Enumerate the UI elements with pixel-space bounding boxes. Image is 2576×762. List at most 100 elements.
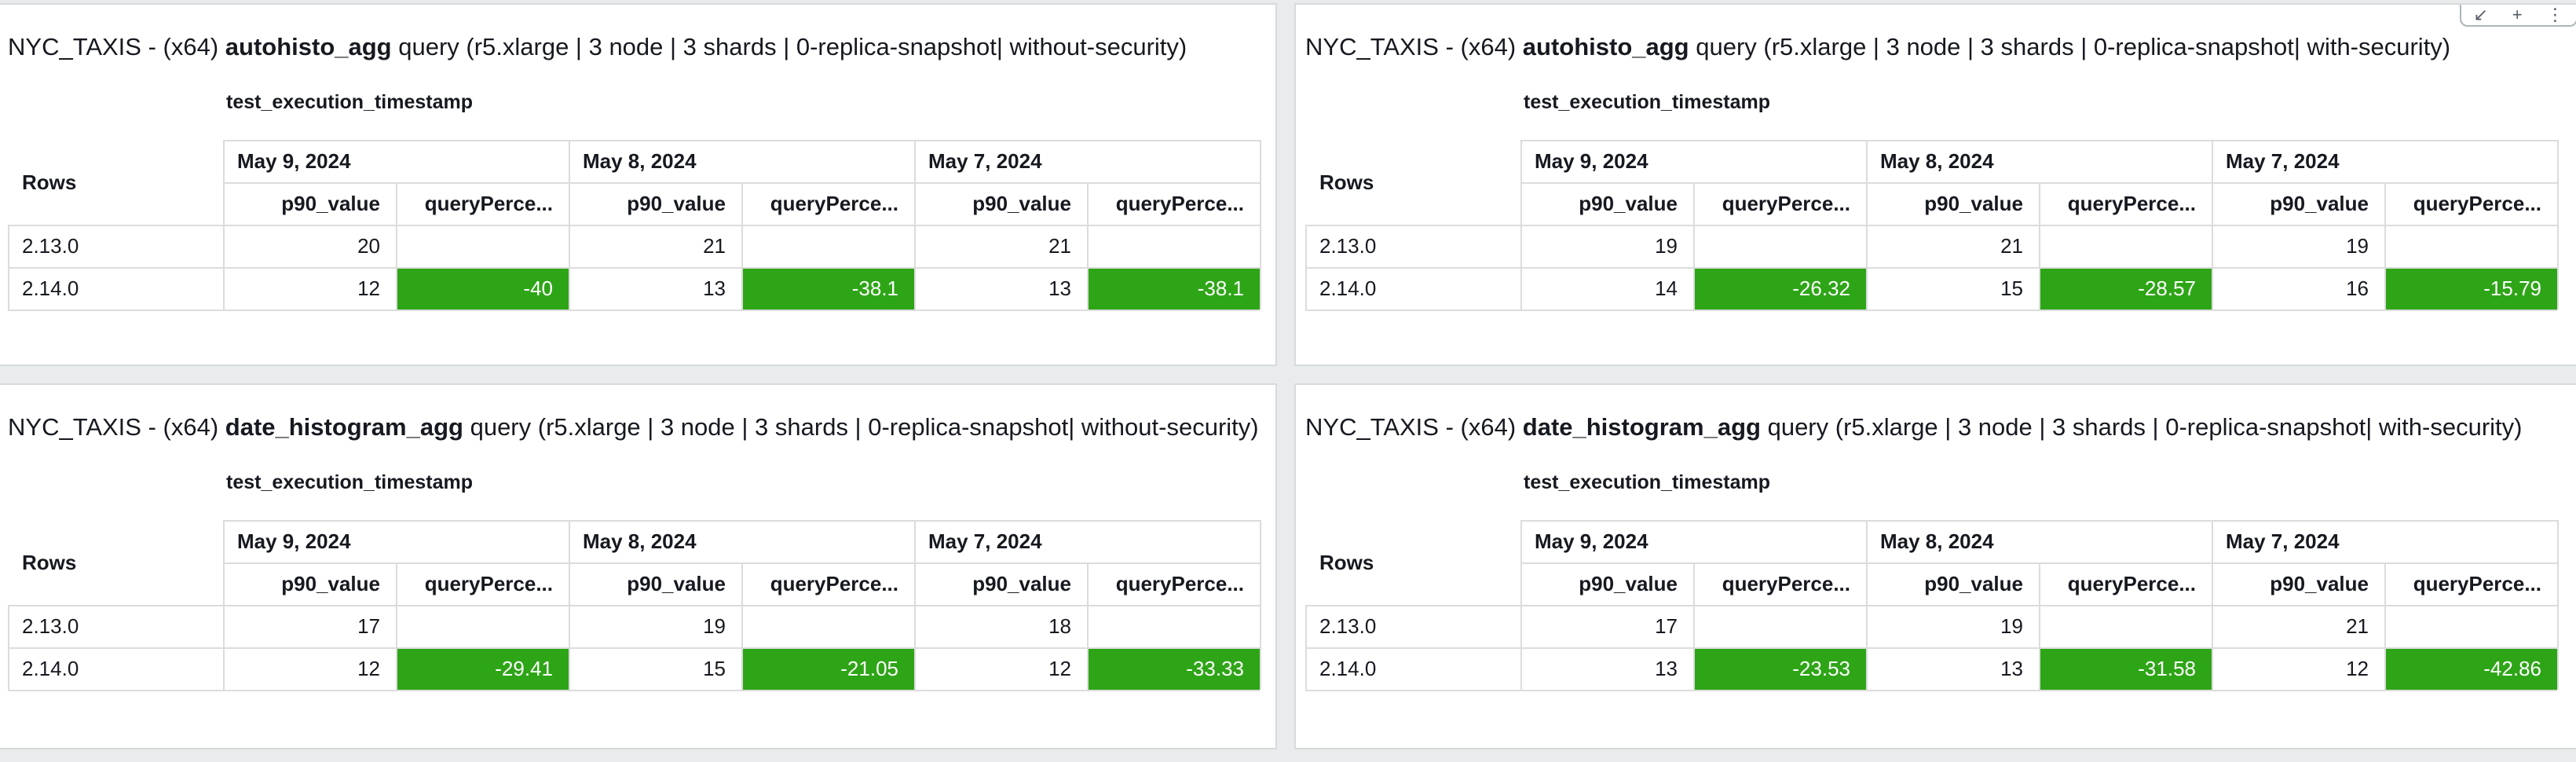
p90-value-cell[interactable]: 12: [357, 276, 380, 300]
p90-value-cell[interactable]: 13: [703, 276, 726, 300]
p90-value-header[interactable]: p90_value: [972, 571, 1071, 595]
add-icon[interactable]: +: [2512, 5, 2523, 24]
query-percent-cell[interactable]: [2039, 225, 2212, 267]
rows-header[interactable]: Rows: [1319, 170, 1374, 194]
p90-value-header[interactable]: p90_value: [281, 191, 380, 215]
row-label[interactable]: 2.13.0: [1319, 614, 1377, 638]
date-column-header[interactable]: May 7, 2024: [2226, 148, 2340, 173]
query-percent-cell[interactable]: [1693, 605, 1866, 647]
date-column-header[interactable]: May 9, 2024: [237, 148, 351, 173]
row-label[interactable]: 2.14.0: [22, 656, 79, 680]
column-field-header[interactable]: test_execution_timestamp: [226, 471, 474, 493]
query-percent-header[interactable]: queryPerce...: [1115, 571, 1244, 595]
row-label[interactable]: 2.13.0: [1319, 233, 1377, 258]
p90-value-cell[interactable]: 17: [1655, 614, 1678, 638]
query-percent-cell[interactable]: -21.05: [741, 647, 914, 690]
query-percent-cell[interactable]: [2384, 605, 2557, 647]
pivot-table-visual[interactable]: NYC_TAXIS - (x64) date_histogram_agg que…: [1294, 383, 2576, 749]
more-options-icon[interactable]: ⋮: [2546, 5, 2564, 24]
query-percent-header[interactable]: queryPerce...: [1722, 571, 1850, 595]
p90-value-cell[interactable]: 13: [1048, 276, 1071, 300]
column-field-header[interactable]: test_execution_timestamp: [1524, 91, 1771, 113]
query-percent-header[interactable]: queryPerce...: [424, 571, 553, 595]
date-column-header[interactable]: May 7, 2024: [928, 148, 1042, 173]
date-column-header[interactable]: May 7, 2024: [928, 529, 1042, 553]
p90-value-cell[interactable]: 19: [703, 614, 726, 638]
query-percent-cell[interactable]: -29.41: [396, 647, 569, 690]
p90-value-cell[interactable]: 21: [2000, 233, 2023, 258]
p90-value-cell[interactable]: 17: [357, 614, 380, 638]
query-percent-header[interactable]: queryPerce...: [2413, 191, 2541, 215]
p90-value-cell[interactable]: 18: [1048, 614, 1071, 638]
column-field-header[interactable]: test_execution_timestamp: [1524, 471, 1771, 493]
query-percent-cell[interactable]: -28.57: [2039, 267, 2212, 310]
p90-value-header[interactable]: p90_value: [2270, 571, 2369, 595]
query-percent-cell[interactable]: [396, 225, 569, 267]
pivot-table-visual[interactable]: NYC_TAXIS - (x64) date_histogram_agg que…: [0, 383, 1277, 749]
query-percent-header[interactable]: queryPerce...: [2067, 571, 2196, 595]
query-percent-cell[interactable]: -38.1: [1087, 267, 1260, 310]
date-column-header[interactable]: May 7, 2024: [2226, 529, 2340, 553]
rows-header[interactable]: Rows: [22, 550, 77, 574]
query-percent-header[interactable]: queryPerce...: [770, 571, 898, 595]
p90-value-cell[interactable]: 19: [2346, 233, 2369, 258]
date-column-header[interactable]: May 8, 2024: [1880, 148, 1994, 173]
query-percent-cell[interactable]: -31.58: [2039, 647, 2212, 690]
p90-value-header[interactable]: p90_value: [1924, 571, 2023, 595]
p90-value-cell[interactable]: 21: [703, 233, 726, 258]
rows-header[interactable]: Rows: [1319, 550, 1374, 574]
query-percent-cell[interactable]: [1087, 605, 1260, 647]
row-label[interactable]: 2.14.0: [1319, 656, 1377, 680]
query-percent-header[interactable]: queryPerce...: [770, 191, 898, 215]
query-percent-cell[interactable]: [2039, 605, 2212, 647]
p90-value-cell[interactable]: 15: [2000, 276, 2023, 300]
p90-value-cell[interactable]: 13: [2000, 656, 2023, 680]
p90-value-cell[interactable]: 12: [357, 656, 380, 680]
row-label[interactable]: 2.14.0: [1319, 276, 1377, 300]
date-column-header[interactable]: May 8, 2024: [583, 148, 697, 173]
p90-value-cell[interactable]: 14: [1655, 276, 1678, 300]
p90-value-cell[interactable]: 20: [357, 233, 380, 258]
date-column-header[interactable]: May 8, 2024: [1880, 529, 1994, 553]
p90-value-cell[interactable]: 13: [1655, 656, 1678, 680]
p90-value-cell[interactable]: 21: [2346, 614, 2369, 638]
rows-header[interactable]: Rows: [22, 170, 77, 194]
row-label[interactable]: 2.13.0: [22, 614, 79, 638]
query-percent-cell[interactable]: [1087, 225, 1260, 267]
query-percent-cell[interactable]: -33.33: [1087, 647, 1260, 690]
query-percent-header[interactable]: queryPerce...: [2413, 571, 2541, 595]
query-percent-cell[interactable]: [741, 225, 914, 267]
query-percent-cell[interactable]: -38.1: [741, 267, 914, 310]
p90-value-cell[interactable]: 12: [1048, 656, 1071, 680]
query-percent-header[interactable]: queryPerce...: [2067, 191, 2196, 215]
p90-value-header[interactable]: p90_value: [627, 571, 726, 595]
query-percent-cell[interactable]: [1693, 225, 1866, 267]
p90-value-header[interactable]: p90_value: [1579, 191, 1678, 215]
row-label[interactable]: 2.13.0: [22, 233, 79, 258]
query-percent-cell[interactable]: -15.79: [2384, 267, 2557, 310]
date-column-header[interactable]: May 9, 2024: [1535, 529, 1648, 553]
p90-value-cell[interactable]: 16: [2346, 276, 2369, 300]
row-label[interactable]: 2.14.0: [22, 276, 79, 300]
p90-value-cell[interactable]: 15: [703, 656, 726, 680]
pivot-table-visual[interactable]: ↙ + ⋮ NYC_TAXIS - (x64) autohisto_agg query…: [1294, 3, 2576, 366]
p90-value-header[interactable]: p90_value: [972, 191, 1071, 215]
p90-value-cell[interactable]: 19: [1655, 233, 1678, 258]
p90-value-header[interactable]: p90_value: [2270, 191, 2369, 215]
query-percent-cell[interactable]: -42.86: [2384, 647, 2557, 690]
p90-value-cell[interactable]: 21: [1048, 233, 1071, 258]
p90-value-header[interactable]: p90_value: [281, 571, 380, 595]
query-percent-cell[interactable]: -23.53: [1693, 647, 1866, 690]
query-percent-cell[interactable]: [396, 605, 569, 647]
p90-value-cell[interactable]: 12: [2346, 656, 2369, 680]
query-percent-cell[interactable]: -40: [396, 267, 569, 310]
query-percent-header[interactable]: queryPerce...: [1722, 191, 1850, 215]
p90-value-header[interactable]: p90_value: [1924, 191, 2023, 215]
date-column-header[interactable]: May 9, 2024: [237, 529, 351, 553]
date-column-header[interactable]: May 9, 2024: [1535, 148, 1648, 173]
query-percent-header[interactable]: queryPerce...: [424, 191, 553, 215]
p90-value-header[interactable]: p90_value: [627, 191, 726, 215]
collapse-icon[interactable]: ↙: [2473, 5, 2488, 24]
pivot-table-visual[interactable]: NYC_TAXIS - (x64) autohisto_agg query (r…: [0, 3, 1277, 366]
date-column-header[interactable]: May 8, 2024: [583, 529, 697, 553]
